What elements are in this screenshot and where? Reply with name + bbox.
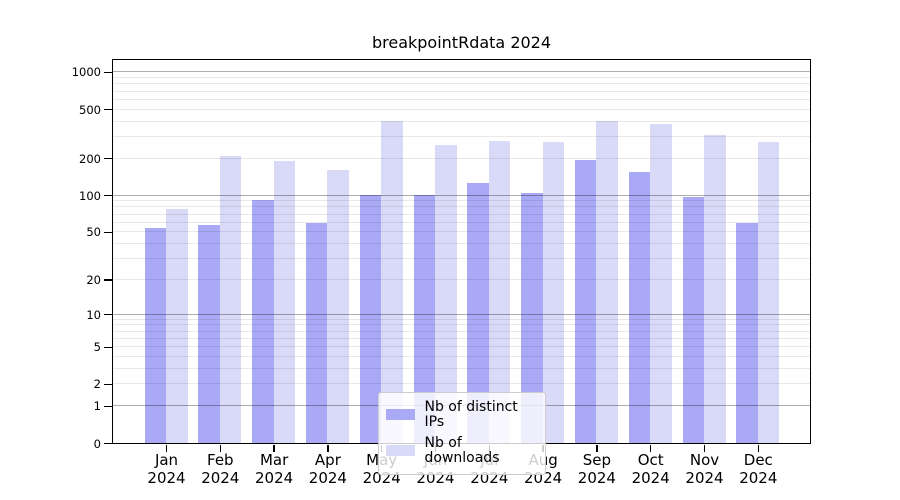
bar-distinct-ips-apr xyxy=(305,223,328,443)
legend-item-distinct-ips: Nb of distinct IPs xyxy=(385,398,537,430)
x-tick-mark-oct xyxy=(650,445,652,452)
bar-downloads-dec xyxy=(757,141,780,443)
y-tick-label-0: 0 xyxy=(93,436,101,451)
x-tick-mark-dec xyxy=(757,445,759,452)
x-tick-label-jan: Jan 2024 xyxy=(147,451,186,487)
y-tick-label-100: 100 xyxy=(79,188,101,203)
bar-distinct-ips-jan xyxy=(144,227,166,443)
bar-distinct-ips-mar xyxy=(252,199,274,443)
y-tick-mark-50 xyxy=(104,231,112,233)
x-tick-label-oct: Oct 2024 xyxy=(631,451,670,487)
bar-downloads-oct xyxy=(650,123,672,443)
bar-downloads-jan xyxy=(166,208,188,443)
y-tick-mark-500 xyxy=(104,108,112,111)
bar-downloads-apr xyxy=(327,170,349,443)
legend-item-downloads: Nb of downloads xyxy=(385,434,537,466)
x-tick-label-sep: Sep 2024 xyxy=(577,451,616,487)
x-tick-label-nov: Nov 2024 xyxy=(685,451,724,487)
x-tick-mark-mar xyxy=(273,445,275,452)
bar-downloads-nov xyxy=(704,134,726,443)
bar-distinct-ips-jul xyxy=(467,183,489,443)
y-tick-mark-20 xyxy=(104,279,112,281)
bar-downloads-may xyxy=(381,120,403,443)
bar-distinct-ips-jun xyxy=(413,195,435,443)
x-tick-mark-feb xyxy=(219,445,221,452)
legend-swatch-downloads xyxy=(385,445,415,456)
legend-label-downloads: Nb of downloads xyxy=(424,434,500,466)
y-tick-mark-1000 xyxy=(104,71,112,74)
y-tick-mark-100 xyxy=(104,194,112,197)
x-tick-label-feb: Feb 2024 xyxy=(201,451,240,487)
x-tick-mark-jan xyxy=(165,445,168,452)
x-tick-label-mar: Mar 2024 xyxy=(255,451,294,487)
y-tick-mark-2 xyxy=(104,383,112,386)
y-tick-label-2: 2 xyxy=(93,377,101,392)
y-tick-label-200: 200 xyxy=(79,151,101,166)
y-tick-label-1000: 1000 xyxy=(71,65,101,80)
y-tick-label-500: 500 xyxy=(79,102,101,117)
bar-downloads-feb xyxy=(219,156,242,443)
x-tick-label-dec: Dec 2024 xyxy=(739,451,778,487)
bar-distinct-ips-may xyxy=(359,195,382,443)
plot-area: Nb of distinct IPs Nb of downloads xyxy=(111,58,811,475)
bar-downloads-jul xyxy=(488,141,511,443)
bar-distinct-ips-aug xyxy=(521,193,543,443)
x-tick-label-apr: Apr 2024 xyxy=(308,451,347,487)
legend-swatch-distinct-ips xyxy=(385,409,415,420)
y-tick-label-20: 20 xyxy=(86,272,101,287)
y-tick-label-1: 1 xyxy=(93,399,101,414)
y-tick-mark-200 xyxy=(104,157,112,160)
y-tick-label-10: 10 xyxy=(86,307,101,322)
x-tick-mark-nov xyxy=(703,445,706,452)
bar-distinct-ips-sep xyxy=(574,159,597,443)
legend-label-distinct-ips: Nb of distinct IPs xyxy=(424,398,518,430)
y-tick-mark-10 xyxy=(104,314,112,316)
bar-distinct-ips-feb xyxy=(198,224,220,443)
legend: Nb of distinct IPs Nb of downloads xyxy=(377,391,546,475)
bar-downloads-jun xyxy=(435,145,457,443)
bar-distinct-ips-oct xyxy=(628,172,651,443)
x-tick-mark-apr xyxy=(327,445,329,452)
y-tick-label-50: 50 xyxy=(86,225,101,240)
bar-distinct-ips-dec xyxy=(736,223,758,443)
bar-downloads-sep xyxy=(596,121,618,443)
bar-downloads-aug xyxy=(542,141,565,443)
y-tick-mark-0 xyxy=(104,442,112,445)
y-tick-mark-5 xyxy=(104,346,112,348)
y-tick-label-5: 5 xyxy=(93,340,101,355)
bar-distinct-ips-nov xyxy=(682,197,704,443)
bars-layer xyxy=(113,60,810,443)
chart-title: breakpointRdata 2024 xyxy=(371,33,552,52)
bar-downloads-mar xyxy=(273,160,296,443)
x-tick-mark-sep xyxy=(596,445,598,452)
y-tick-mark-1 xyxy=(104,405,112,407)
